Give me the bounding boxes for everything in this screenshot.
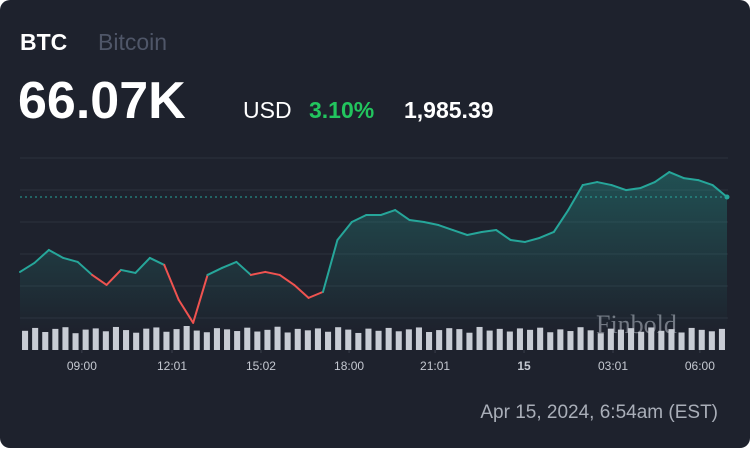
volume-bar <box>567 331 573 350</box>
volume-bar <box>285 332 291 350</box>
volume-bar <box>83 330 89 350</box>
symbol: BTC <box>20 29 67 55</box>
volume-bar <box>547 332 553 350</box>
last-price-dot <box>725 195 730 200</box>
change: 1,985.39 <box>404 97 494 123</box>
volume-bar <box>355 333 361 350</box>
volume-bar <box>204 332 210 350</box>
volume-bar <box>163 332 169 350</box>
volume-bar <box>487 331 493 350</box>
volume-bar <box>477 327 483 350</box>
change-percent: 3.10% <box>309 97 374 123</box>
volume-bar <box>446 328 452 350</box>
volume-bar <box>608 329 614 350</box>
x-tick-label: 18:00 <box>334 359 364 373</box>
volume-bar <box>254 332 260 350</box>
volume-bar <box>416 327 422 350</box>
volume-bar <box>305 330 311 350</box>
volume-bar <box>507 332 513 350</box>
volume-bar <box>648 327 654 350</box>
volume-bar <box>52 329 58 350</box>
volume-bar <box>73 333 79 350</box>
volume-bar <box>32 328 38 350</box>
volume-bar <box>436 330 442 350</box>
volume-bar <box>719 329 725 350</box>
volume-bar <box>345 330 351 350</box>
volume-bar <box>113 327 119 350</box>
volume-bar <box>153 327 159 350</box>
volume-bar <box>537 328 543 350</box>
volume-bar <box>335 327 341 350</box>
volume-bar <box>638 332 644 350</box>
volume-bar <box>264 330 270 350</box>
volume-bar <box>123 330 129 350</box>
volume-bar <box>689 328 695 350</box>
volume-bar <box>456 329 462 350</box>
volume-bar <box>376 331 382 350</box>
volume-bar <box>234 331 240 350</box>
volume-bar <box>365 329 371 350</box>
volume-bar <box>386 328 392 350</box>
x-tick-label: 15:02 <box>246 359 276 373</box>
volume-bar <box>497 329 503 350</box>
volume-bar <box>194 331 200 350</box>
volume-bar <box>527 330 533 350</box>
volume-bar <box>628 328 634 350</box>
volume-bar <box>557 329 563 350</box>
x-tick-label: 12:01 <box>157 359 187 373</box>
x-tick-label: 06:00 <box>685 359 715 373</box>
volume-bar <box>618 330 624 350</box>
timestamp: Apr 15, 2024, 6:54am (EST) <box>480 402 718 423</box>
x-tick-label: 21:01 <box>420 359 450 373</box>
volume-bar <box>22 331 28 350</box>
volume-bar <box>62 327 68 350</box>
volume-bar <box>668 329 674 350</box>
volume-bar <box>598 333 604 350</box>
volume-bar <box>578 327 584 350</box>
asset-name: Bitcoin <box>98 29 167 55</box>
volume-bar <box>275 327 281 350</box>
volume-bar <box>517 328 523 350</box>
volume-bar <box>396 331 402 350</box>
volume-bar <box>709 331 715 350</box>
price: 66.07K <box>18 72 186 130</box>
volume-bar <box>658 331 664 350</box>
x-tick-label: 03:01 <box>598 359 628 373</box>
volume-bar <box>42 332 48 350</box>
volume-bar <box>214 328 220 350</box>
volume-bar <box>588 330 594 350</box>
volume-bar <box>93 328 99 350</box>
volume-bar <box>295 329 301 350</box>
volume-bar <box>466 333 472 350</box>
x-tick-label: 15 <box>517 359 531 373</box>
volume-bar <box>325 332 331 350</box>
volume-bar <box>143 329 149 350</box>
volume-bar <box>103 331 109 350</box>
currency: USD <box>243 97 292 123</box>
volume-bar <box>699 330 705 350</box>
volume-bar <box>133 333 139 350</box>
x-tick-label: 09:00 <box>67 359 97 373</box>
volume-bar <box>406 329 412 350</box>
volume-bar <box>174 329 180 350</box>
volume-bar <box>244 328 250 350</box>
volume-bar <box>315 328 321 350</box>
volume-bar <box>224 329 230 350</box>
volume-bar <box>679 332 685 350</box>
volume-bar <box>426 332 432 350</box>
